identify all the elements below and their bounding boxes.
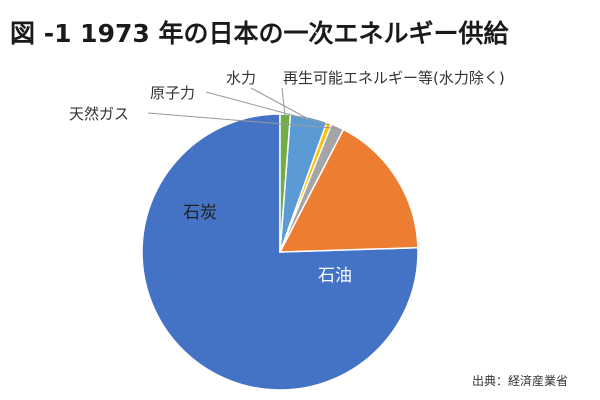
- leader-line-2: [147, 112, 337, 129]
- slice-label-0: 石油: [318, 266, 352, 286]
- chart-title: 図 -1 1973 年の日本の一次エネルギー供給: [10, 19, 509, 48]
- slice-label-4: 水力: [226, 69, 256, 87]
- slice-1: [278, 128, 419, 253]
- pie-slices: [141, 113, 419, 391]
- leader-line-3: [205, 91, 329, 126]
- leader-line-5: [281, 87, 286, 117]
- slice-label-3: 原子力: [150, 84, 195, 102]
- slice-labels: 石油 石炭 天然ガス 原子力 水力 再生可能エネルギー等(水力除く): [69, 69, 505, 286]
- slice-label-2: 天然ガス: [69, 105, 129, 123]
- slice-label-1: 石炭: [183, 203, 217, 223]
- leader-lines: [147, 87, 337, 129]
- slice-label-5: 再生可能エネルギー等(水力除く): [283, 69, 505, 87]
- leader-line-4: [250, 87, 309, 120]
- source-note: 出典：経済産業省: [472, 373, 568, 388]
